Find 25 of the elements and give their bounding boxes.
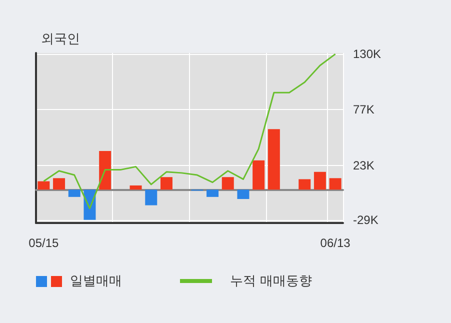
bar	[237, 190, 250, 200]
bar	[145, 190, 158, 206]
bar	[68, 190, 80, 197]
chart-title: 외국인	[41, 32, 80, 47]
legend-label: 누적 매매동향	[230, 273, 312, 290]
bar	[38, 181, 50, 190]
bar	[206, 190, 219, 197]
bar	[252, 160, 265, 190]
bar	[298, 179, 311, 190]
y-tick-label: 130K	[353, 47, 382, 62]
bar	[329, 178, 342, 190]
y-tick-label: 77K	[353, 102, 374, 116]
bar	[314, 172, 326, 190]
y-tick-label: -29K	[353, 212, 378, 227]
bar	[160, 177, 172, 190]
line-series	[42, 53, 336, 210]
bar	[130, 185, 142, 190]
x-tick-label: 05/15	[28, 236, 60, 250]
bar	[268, 129, 280, 190]
y-tick-label: 23K	[353, 158, 374, 173]
legend-label: 일별매매	[70, 273, 122, 290]
x-tick-label: 06/13	[320, 236, 351, 250]
bar	[53, 178, 66, 190]
bar	[99, 151, 112, 190]
bar	[222, 177, 234, 190]
